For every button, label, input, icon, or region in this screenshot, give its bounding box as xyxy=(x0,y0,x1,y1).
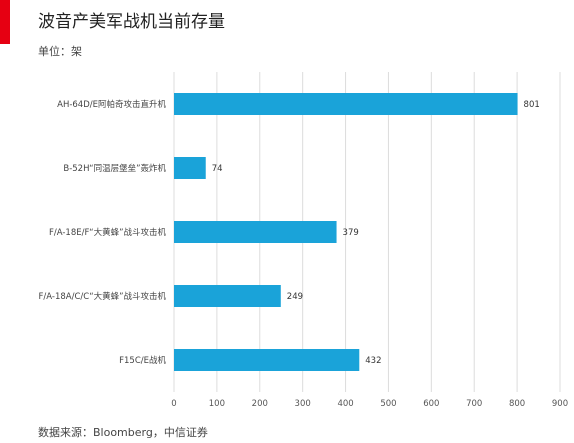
x-tick-label: 700 xyxy=(466,399,482,409)
x-axis-ticks: 0 100 200 300 400 500 600 700 800 900 xyxy=(171,399,568,409)
value-label: 379 xyxy=(343,228,359,238)
bar xyxy=(174,93,518,115)
x-tick-label: 100 xyxy=(209,399,225,409)
data-source: 数据来源：Bloomberg，中信证券 xyxy=(38,426,208,439)
value-label: 801 xyxy=(524,100,540,110)
chart-title: 波音产美军战机当前存量 xyxy=(38,12,225,32)
category-label: F/A-18A/C/C“大黄蜂”战斗攻击机 xyxy=(39,291,167,302)
value-label: 432 xyxy=(365,356,381,366)
value-labels: 801 74 379 249 432 xyxy=(212,100,540,366)
x-tick-label: 900 xyxy=(552,399,568,409)
bars xyxy=(174,93,518,371)
bar xyxy=(174,285,281,307)
category-labels: AH-64D/E阿帕奇攻击直升机 B-52H“同温层堡垒”轰炸机 F/A-18E/F… xyxy=(39,99,167,366)
x-tick-label: 300 xyxy=(295,399,311,409)
unit-label: 单位：架 xyxy=(38,45,82,58)
x-tick-label: 600 xyxy=(423,399,439,409)
bar xyxy=(174,157,206,179)
x-tick-label: 800 xyxy=(509,399,525,409)
bar xyxy=(174,221,337,243)
x-tick-label: 0 xyxy=(171,399,176,409)
category-label: B-52H“同温层堡垒”轰炸机 xyxy=(63,163,166,174)
category-label: AH-64D/E阿帕奇攻击直升机 xyxy=(57,99,166,110)
x-tick-label: 500 xyxy=(380,399,396,409)
x-tick-label: 400 xyxy=(337,399,353,409)
value-label: 249 xyxy=(287,292,303,302)
title-accent-bar xyxy=(0,0,10,44)
category-label: F15C/E战机 xyxy=(119,355,166,366)
value-label: 74 xyxy=(212,164,223,174)
bar xyxy=(174,349,360,371)
x-tick-label: 200 xyxy=(252,399,268,409)
category-label: F/A-18E/F“大黄蜂”战斗攻击机 xyxy=(49,227,167,238)
